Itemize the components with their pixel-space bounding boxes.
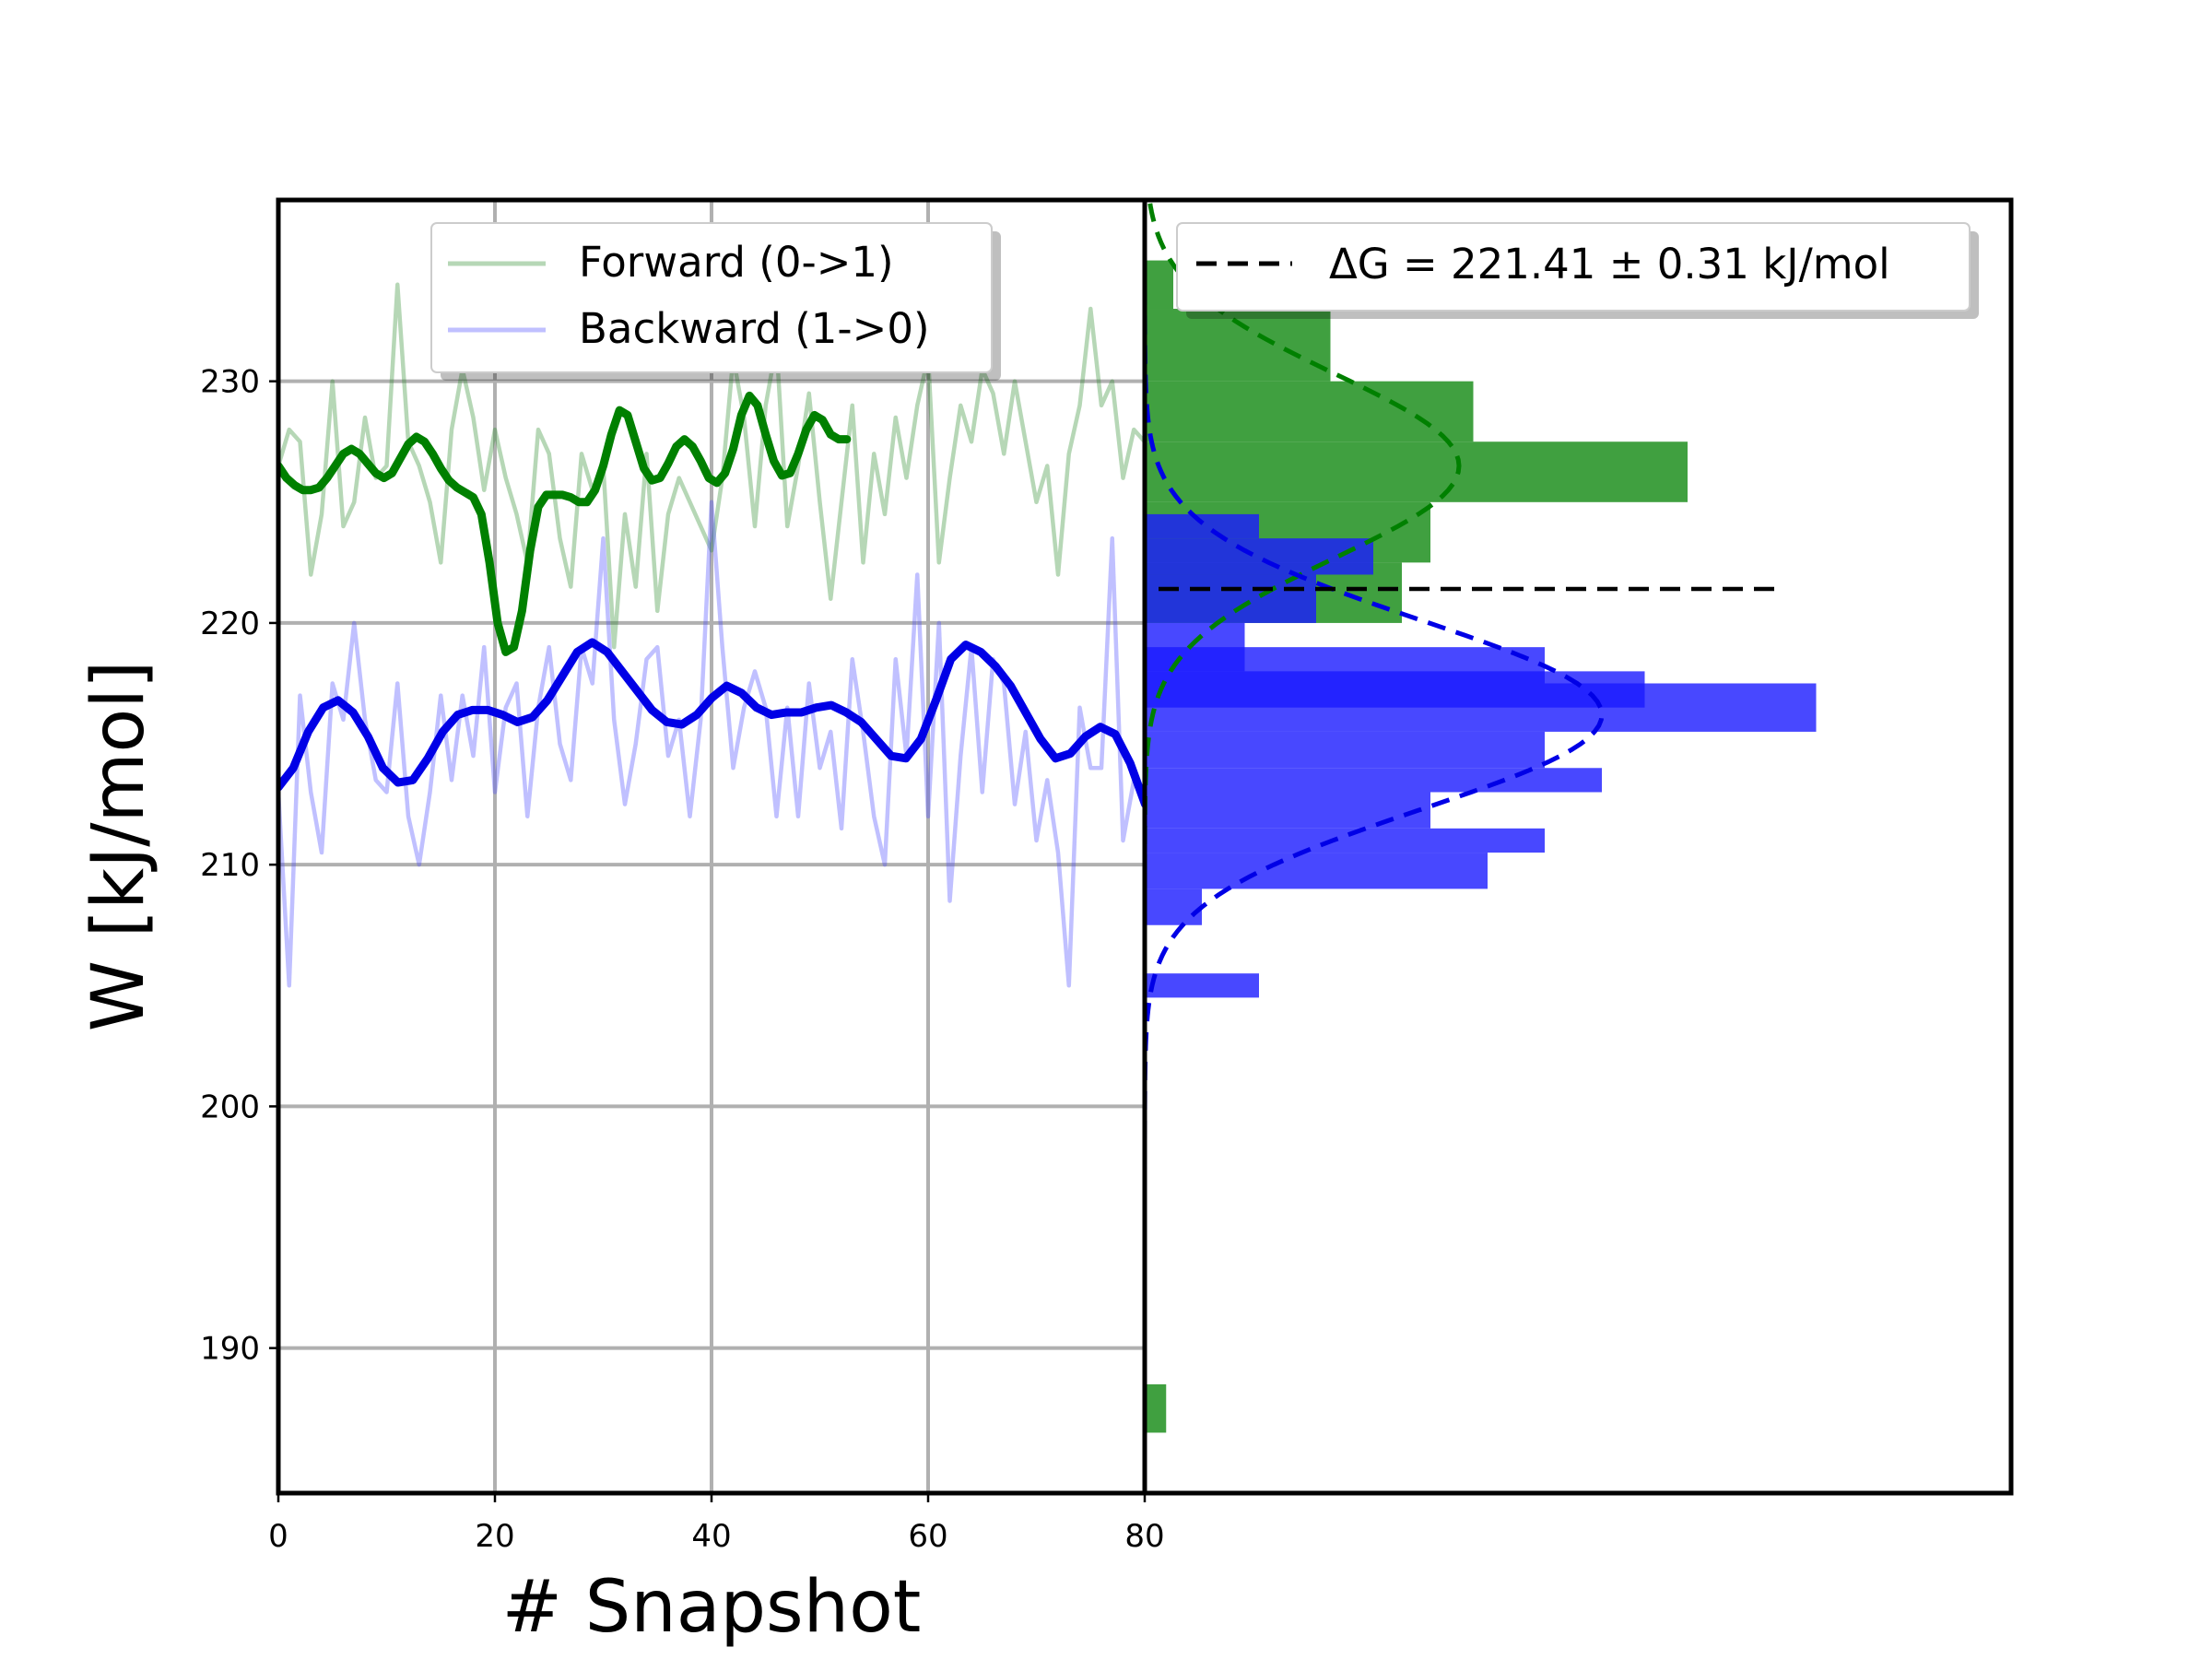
backward-hist-bar-0	[1145, 513, 1259, 539]
series-forward-raw	[278, 282, 1145, 650]
right-axes-frame	[1142, 197, 2014, 1496]
legend-forward-label: Forward (0->1)	[579, 238, 894, 287]
x-tick-label-60: 60	[908, 1518, 947, 1555]
x-tick-label-0: 0	[268, 1518, 288, 1555]
backward-hist-bar-11	[1145, 853, 1488, 889]
y-tick-label-200: 200	[200, 1088, 260, 1125]
backward-hist-bar-7	[1145, 731, 1545, 769]
histogram	[1145, 260, 1817, 1433]
left-legend: Forward (0->1) Backward (1->0)	[430, 222, 1001, 381]
series-forward-smooth	[278, 391, 852, 656]
backward-hist-bar-13	[1145, 973, 1259, 998]
gaussian-fits	[1145, 200, 1605, 1493]
backward-hist-bar-1	[1145, 538, 1373, 575]
y-tick-label-210: 210	[200, 847, 260, 884]
legend-delta-g-label: ΔG = 221.41 ± 0.31 kJ/mol	[1329, 240, 1890, 288]
ticks: 0 20 40 60 80 190 200 210 220 230	[200, 364, 1165, 1555]
backward-hist-bar-10	[1145, 828, 1545, 853]
x-axis-label: # Snapshot	[502, 1566, 922, 1649]
x-tick-label-20: 20	[475, 1518, 514, 1555]
series-backward-smooth	[278, 638, 1145, 809]
forward-hist-bar-2	[1145, 381, 1474, 442]
line-series	[278, 282, 1145, 988]
forward-hist-bar-0	[1145, 260, 1173, 310]
backward-hist-bar-6	[1145, 683, 1817, 732]
backward-hist-bar-12	[1145, 888, 1202, 925]
backward-hist-bar-8	[1145, 768, 1602, 793]
forward-hist-bar-1	[1145, 309, 1331, 382]
y-tick-label-230: 230	[200, 364, 260, 401]
y-tick-label-220: 220	[200, 606, 260, 642]
y-axis-label: W [kJ/mol]	[77, 661, 160, 1032]
x-tick-label-80: 80	[1124, 1518, 1164, 1555]
forward-hist-bar-3	[1145, 441, 1688, 502]
y-tick-label-190: 190	[200, 1331, 260, 1368]
x-tick-label-40: 40	[691, 1518, 731, 1555]
backward-gauss	[1145, 200, 1605, 1493]
forward-hist-bar-6	[1145, 1383, 1167, 1433]
legend-backward-label: Backward (1->0)	[579, 304, 930, 353]
right-legend: ΔG = 221.41 ± 0.31 kJ/mol	[1176, 222, 1979, 319]
grid-left	[278, 200, 1145, 1493]
